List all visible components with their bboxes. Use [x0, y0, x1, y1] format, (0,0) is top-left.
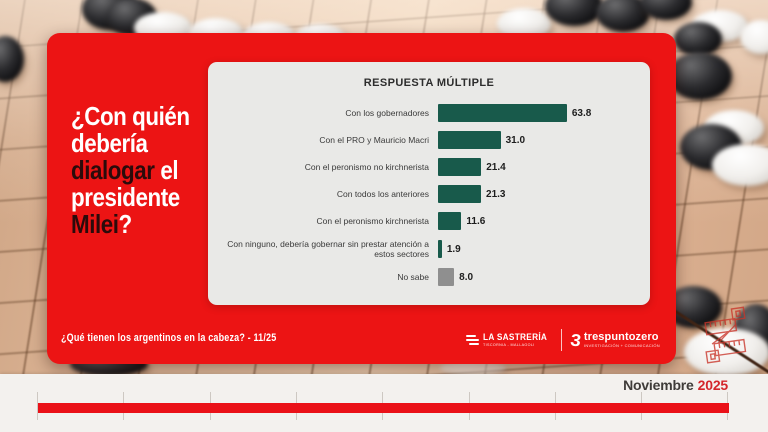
go-stone-white	[740, 20, 768, 54]
go-stone-black	[640, 0, 692, 20]
sastreria-lines-icon	[465, 335, 479, 345]
timeline-tick	[37, 392, 38, 420]
headline-line: ¿Con quién	[71, 101, 190, 131]
bar-label: Con ninguno, debería gobernar sin presta…	[227, 239, 429, 260]
trespuntozero-logo: 3 trespuntozero INVESTIGACIÓN + COMUNICA…	[569, 329, 660, 351]
bar	[438, 158, 482, 176]
go-stone-black	[668, 52, 732, 100]
headline-highlight: Milei	[71, 209, 119, 239]
bar-label: Con todos los anteriores	[336, 188, 429, 199]
chart-title: RESPUESTA MÚLTIPLE	[363, 77, 495, 89]
trespuntozero-name: trespuntozero	[583, 330, 659, 343]
bar-row: Con los gobernadores 63.8	[216, 104, 640, 122]
bar-label: No sabe	[397, 272, 429, 283]
bar	[438, 131, 501, 149]
go-stone-white	[712, 144, 768, 186]
bar-row: Con todos los anteriores 21.3	[216, 185, 640, 203]
bar-chart: Con los gobernadores 63.8 Con el PRO y Mau…	[216, 104, 640, 287]
bar-label: Con el PRO y Mauricio Macri	[319, 134, 429, 145]
trespuntozero-3-icon: 3	[569, 329, 583, 351]
headline-line: presidente	[71, 182, 180, 212]
bar-row: Con el peronismo no kirchnerista 21.4	[216, 158, 640, 176]
chart-panel: RESPUESTA MÚLTIPLE Con los gobernadores 6…	[208, 62, 650, 305]
trespuntozero-subtitle: INVESTIGACIÓN + COMUNICACIÓN	[583, 343, 660, 349]
slide-card: ¿Con quién debería dialogar el president…	[47, 33, 676, 364]
bar-row: Con el PRO y Mauricio Macri 31.0	[216, 131, 640, 149]
bar-row: No sabe 8.0	[216, 268, 640, 287]
bar	[438, 268, 455, 287]
bar-value: 8.0	[459, 271, 474, 283]
bar-row: Con el peronismo kirchnerista 11.6	[216, 212, 640, 230]
sastreria-subtitle: TISCORNIA - MALLAGOLI	[482, 342, 535, 348]
survey-title: ¿Qué tienen los argentinos en la cabeza?…	[61, 332, 277, 344]
headline-highlight: dialogar	[71, 155, 155, 185]
bar-value: 11.6	[466, 215, 486, 227]
bar-label: Con el peronismo no kirchnerista	[304, 161, 429, 172]
date-label: Noviembre 2025	[623, 377, 728, 393]
bar-label: Con el peronismo kirchnerista	[316, 215, 429, 226]
logo-divider	[561, 329, 563, 351]
sastreria-tape-icon	[704, 306, 747, 364]
bar	[438, 104, 567, 122]
sastreria-logo: LA SASTRERÍA TISCORNIA - MALLAGOLI	[465, 331, 553, 348]
timeline-progress-bar	[38, 403, 729, 413]
bar-value: 31.0	[505, 134, 526, 146]
bar-value: 21.4	[486, 161, 506, 173]
headline: ¿Con quién debería dialogar el president…	[71, 103, 217, 238]
year-label: 2025	[697, 377, 729, 393]
bar	[438, 240, 442, 259]
sastreria-name: LA SASTRERÍA	[482, 331, 547, 342]
timeline-strip: Noviembre 2025	[0, 374, 768, 432]
bar-value: 63.8	[571, 107, 592, 119]
headline-line: debería	[71, 128, 148, 158]
headline-line: dialogar el	[71, 155, 179, 185]
bar	[438, 185, 482, 203]
headline-line: Milei?	[71, 209, 132, 239]
bar-value: 1.9	[446, 243, 461, 255]
bar	[438, 212, 462, 230]
bar-label: Con los gobernadores	[345, 107, 429, 118]
footer-logos: LA SASTRERÍA TISCORNIA - MALLAGOLI 3 tre…	[465, 329, 660, 351]
month-label: Noviembre	[623, 377, 694, 393]
bar-row: Con ninguno, debería gobernar sin presta…	[216, 239, 640, 259]
bar-value: 21.3	[486, 188, 506, 200]
go-stone-black	[674, 22, 722, 56]
